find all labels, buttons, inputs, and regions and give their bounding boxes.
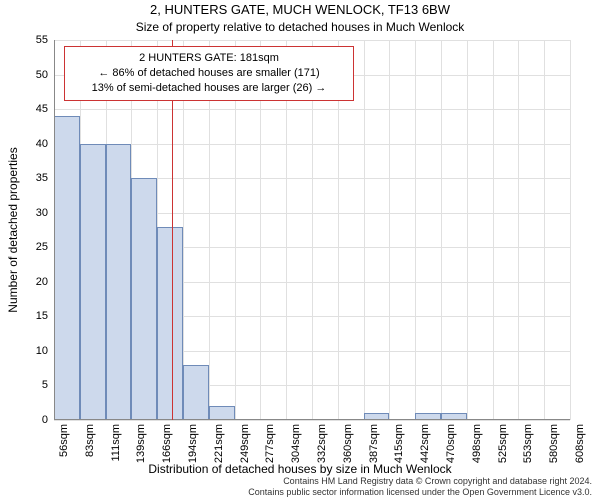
histogram-bar — [209, 406, 235, 420]
gridline-v — [493, 40, 494, 420]
chart-title: 2, HUNTERS GATE, MUCH WENLOCK, TF13 6BW — [0, 2, 600, 17]
x-tick-label: 415sqm — [393, 424, 405, 479]
x-tick-label: 56sqm — [58, 424, 70, 479]
histogram-bar — [106, 144, 132, 420]
x-tick-label: 580sqm — [548, 424, 560, 479]
histogram-bar — [131, 178, 157, 420]
gridline-v — [570, 40, 571, 420]
x-tick-label: 553sqm — [522, 424, 534, 479]
y-tick-label: 30 — [18, 207, 48, 219]
gridline-v — [544, 40, 545, 420]
x-tick-label: 83sqm — [84, 424, 96, 479]
x-tick-label: 166sqm — [161, 424, 173, 479]
y-tick-label: 55 — [18, 34, 48, 46]
x-tick-label: 139sqm — [135, 424, 147, 479]
histogram-bar — [157, 227, 183, 420]
x-tick-label: 525sqm — [497, 424, 509, 479]
footer-line-2: Contains public sector information licen… — [248, 487, 592, 498]
y-tick-label: 35 — [18, 172, 48, 184]
y-tick-label: 5 — [18, 379, 48, 391]
gridline-v — [364, 40, 365, 420]
x-axis-line — [54, 419, 570, 420]
x-tick-label: 360sqm — [342, 424, 354, 479]
callout-line-2: ← 86% of detached houses are smaller (17… — [73, 66, 345, 81]
gridline-v — [518, 40, 519, 420]
y-tick-label: 50 — [18, 69, 48, 81]
y-tick-label: 25 — [18, 241, 48, 253]
x-tick-label: 387sqm — [368, 424, 380, 479]
callout-line-1: 2 HUNTERS GATE: 181sqm — [73, 51, 345, 66]
gridline-v — [467, 40, 468, 420]
chart-container: 2, HUNTERS GATE, MUCH WENLOCK, TF13 6BW … — [0, 0, 600, 500]
histogram-bar — [54, 116, 80, 420]
marker-callout: 2 HUNTERS GATE: 181sqm ← 86% of detached… — [64, 46, 354, 101]
chart-subtitle: Size of property relative to detached ho… — [0, 20, 600, 34]
histogram-bar — [80, 144, 106, 420]
callout-line-3: 13% of semi-detached houses are larger (… — [73, 81, 345, 96]
y-tick-label: 15 — [18, 310, 48, 322]
x-tick-label: 304sqm — [290, 424, 302, 479]
x-tick-label: 249sqm — [239, 424, 251, 479]
histogram-bar — [183, 365, 209, 420]
y-axis-line — [54, 40, 55, 420]
x-tick-label: 498sqm — [471, 424, 483, 479]
y-tick-label: 45 — [18, 103, 48, 115]
footer-attribution: Contains HM Land Registry data © Crown c… — [248, 476, 592, 498]
x-tick-label: 221sqm — [213, 424, 225, 479]
y-tick-label: 40 — [18, 138, 48, 150]
x-tick-label: 194sqm — [187, 424, 199, 479]
gridline-h — [54, 420, 570, 421]
x-tick-label: 608sqm — [574, 424, 586, 479]
x-tick-label: 277sqm — [264, 424, 276, 479]
x-tick-label: 332sqm — [316, 424, 328, 479]
x-tick-label: 111sqm — [110, 424, 122, 479]
gridline-v — [441, 40, 442, 420]
y-tick-label: 10 — [18, 345, 48, 357]
x-tick-label: 442sqm — [419, 424, 431, 479]
y-tick-label: 0 — [18, 414, 48, 426]
gridline-v — [389, 40, 390, 420]
y-tick-label: 20 — [18, 276, 48, 288]
x-tick-label: 470sqm — [445, 424, 457, 479]
gridline-v — [415, 40, 416, 420]
